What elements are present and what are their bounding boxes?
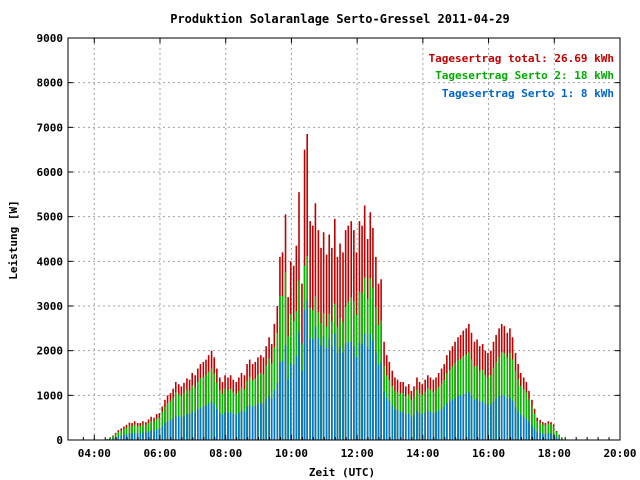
y-tick-label: 7000 — [37, 121, 64, 134]
y-axis-ticks: 0 1000 2000 3000 4000 5000 6000 7000 8000 9000 — [37, 32, 620, 447]
plot-frame — [67, 37, 621, 441]
y-tick-label: 5000 — [37, 211, 64, 224]
x-tick-label: 18:00 — [538, 447, 571, 460]
x-tick-label: 12:00 — [341, 447, 374, 460]
y-tick-label: 2000 — [37, 345, 64, 358]
chart-title: Produktion Solaranlage Serto-Gressel 201… — [170, 12, 510, 26]
y-tick-label: 6000 — [37, 166, 64, 179]
x-axis-label: Zeit (UTC) — [309, 466, 375, 479]
y-tick-label: 9000 — [37, 32, 64, 45]
x-tick-label: 16:00 — [472, 447, 505, 460]
bar-series — [106, 134, 563, 440]
y-tick-label: 1000 — [37, 389, 64, 402]
y-tick-label: 3000 — [37, 300, 64, 313]
x-tick-label: 08:00 — [209, 447, 242, 460]
y-tick-label: 4000 — [37, 255, 64, 268]
legend-serto-2: Tagesertrag Serto 2: 18 kWh — [435, 69, 614, 82]
y-axis-label: Leistung [W] — [7, 200, 20, 279]
x-tick-label: 04:00 — [78, 447, 111, 460]
y-tick-label: 0 — [56, 434, 63, 447]
x-tick-label: 14:00 — [406, 447, 439, 460]
x-tick-label: 20:00 — [603, 447, 636, 460]
legend-serto-1: Tagesertrag Serto 1: 8 kWh — [442, 87, 614, 100]
grid-lines — [68, 38, 620, 440]
y-tick-label: 8000 — [37, 77, 64, 90]
legend: Tagesertrag total: 26.69 kWh Tagesertrag… — [429, 52, 614, 100]
legend-total: Tagesertrag total: 26.69 kWh — [429, 52, 614, 65]
x-tick-label: 10:00 — [275, 447, 308, 460]
x-tick-label: 06:00 — [143, 447, 176, 460]
x-axis-ticks: 04:00 06:00 08:00 10:00 12:00 14:00 16:00 18:00… — [78, 38, 637, 460]
